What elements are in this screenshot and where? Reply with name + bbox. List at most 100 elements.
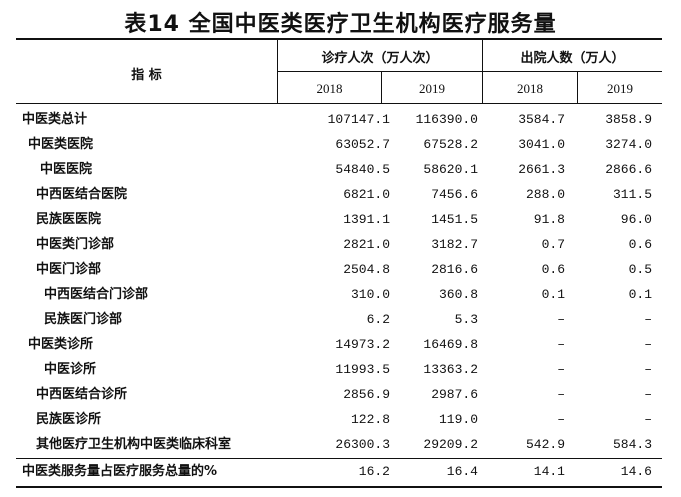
cell-visits-2019: 116390.0	[415, 112, 478, 127]
cell-discharges-2018: –	[557, 337, 565, 352]
cell-visits-2019: 2816.6	[431, 262, 478, 277]
table-row: 中西医结合门诊部 310.0 360.8 0.1 0.1	[16, 285, 662, 309]
table-row: 其他医疗卫生机构中医类临床科室 26300.3 29209.2 542.9 58…	[16, 435, 662, 459]
cell-visits-2018: 6821.0	[343, 187, 390, 202]
cell-visits-2019: 16.4	[446, 464, 478, 479]
row-label: 中医类门诊部	[36, 237, 115, 252]
cell-discharges-2019: 311.5	[612, 187, 652, 202]
row-label: 中西医结合诊所	[36, 387, 128, 402]
cell-discharges-2019: –	[644, 312, 652, 327]
cell-discharges-2018: –	[557, 362, 565, 377]
summary-rule	[16, 458, 662, 459]
row-label: 中西医结合门诊部	[44, 287, 149, 302]
cell-visits-2019: 58620.1	[423, 162, 478, 177]
table-row: 中医诊所 11993.5 13363.2 – –	[16, 360, 662, 384]
bottom-rule	[16, 486, 662, 488]
table-row: 民族医医院 1391.1 1451.5 91.8 96.0	[16, 210, 662, 234]
cell-discharges-2019: 3858.9	[605, 112, 652, 127]
cell-discharges-2018: –	[557, 412, 565, 427]
visits-group-header: 诊疗人次（万人次）	[321, 51, 439, 66]
cell-visits-2019: 7456.6	[431, 187, 478, 202]
cell-discharges-2018: 0.1	[541, 287, 565, 302]
cell-visits-2018: 2821.0	[343, 237, 390, 252]
year-header: 2019	[607, 81, 633, 96]
header-divider	[381, 72, 382, 103]
year-header: 2019	[419, 81, 445, 96]
year-header: 2018	[316, 81, 343, 96]
table-row: 中医类医院 63052.7 67528.2 3041.0 3274.0	[16, 135, 662, 159]
cell-visits-2018: 6.2	[366, 312, 390, 327]
row-label: 中医门诊部	[36, 262, 102, 277]
cell-discharges-2019: –	[644, 362, 652, 377]
cell-visits-2018: 2856.9	[343, 387, 390, 402]
row-label: 中医类诊所	[28, 337, 94, 352]
row-label: 中医类总计	[22, 112, 88, 127]
cell-discharges-2019: –	[644, 337, 652, 352]
cell-discharges-2019: 0.6	[628, 237, 652, 252]
row-label: 中医医院	[40, 162, 93, 177]
header-bottom-rule	[16, 103, 662, 104]
cell-discharges-2018: 91.8	[533, 212, 565, 227]
table-row: 民族医诊所 122.8 119.0 – –	[16, 410, 662, 434]
year-header: 2018	[517, 81, 543, 96]
cell-visits-2019: 1451.5	[431, 212, 478, 227]
header-divider	[577, 72, 578, 103]
cell-discharges-2019: 584.3	[612, 437, 652, 452]
row-label: 中医诊所	[44, 362, 97, 377]
cell-discharges-2018: 14.1	[533, 464, 565, 479]
table-row: 中医类门诊部 2821.0 3182.7 0.7 0.6	[16, 235, 662, 259]
row-label: 中医类医院	[28, 137, 94, 152]
row-label: 中西医结合医院	[36, 187, 128, 202]
table-row: 民族医门诊部 6.2 5.3 – –	[16, 310, 662, 334]
cell-visits-2018: 11993.5	[335, 362, 390, 377]
table-row: 中医类总计 107147.1 116390.0 3584.7 3858.9	[16, 110, 662, 134]
cell-discharges-2019: –	[644, 412, 652, 427]
row-label: 民族医门诊部	[44, 312, 123, 327]
group-divider	[278, 71, 662, 72]
cell-discharges-2018: 3041.0	[518, 137, 565, 152]
table-row: 中医类服务量占医疗服务总量的% 16.2 16.4 14.1 14.6	[16, 462, 662, 486]
cell-discharges-2019: 2866.6	[605, 162, 652, 177]
table-row: 中医类诊所 14973.2 16469.8 – –	[16, 335, 662, 359]
cell-discharges-2018: 0.6	[541, 262, 565, 277]
cell-discharges-2018: 542.9	[525, 437, 565, 452]
cell-visits-2018: 26300.3	[335, 437, 390, 452]
cell-visits-2018: 16.2	[358, 464, 390, 479]
cell-discharges-2018: –	[557, 312, 565, 327]
cell-visits-2018: 1391.1	[343, 212, 390, 227]
table-row: 中医医院 54840.5 58620.1 2661.3 2866.6	[16, 160, 662, 184]
row-label: 其他医疗卫生机构中医类临床科室	[36, 437, 232, 452]
cell-visits-2019: 5.3	[454, 312, 478, 327]
cell-discharges-2018: 0.7	[541, 237, 565, 252]
cell-discharges-2019: 0.5	[628, 262, 652, 277]
cell-discharges-2018: 2661.3	[518, 162, 565, 177]
cell-discharges-2019: 96.0	[620, 212, 652, 227]
top-rule	[16, 38, 662, 40]
cell-discharges-2018: 288.0	[525, 187, 565, 202]
row-label: 民族医诊所	[36, 412, 102, 427]
cell-visits-2019: 3182.7	[431, 237, 478, 252]
indicator-header: 指 标	[131, 68, 162, 83]
table-row: 中西医结合医院 6821.0 7456.6 288.0 311.5	[16, 185, 662, 209]
table-row: 中医门诊部 2504.8 2816.6 0.6 0.5	[16, 260, 662, 284]
table-title: 表14 全国中医类医疗卫生机构医疗服务量	[124, 12, 557, 37]
cell-discharges-2019: 0.1	[628, 287, 652, 302]
discharges-group-header: 出院人数（万人）	[520, 51, 625, 66]
cell-visits-2019: 119.0	[438, 412, 478, 427]
cell-visits-2018: 54840.5	[335, 162, 390, 177]
cell-visits-2018: 310.0	[350, 287, 390, 302]
row-label: 中医类服务量占医疗服务总量的%	[22, 464, 218, 479]
cell-visits-2019: 29209.2	[423, 437, 478, 452]
cell-discharges-2019: 3274.0	[605, 137, 652, 152]
row-label: 民族医医院	[36, 212, 102, 227]
cell-visits-2018: 63052.7	[335, 137, 390, 152]
cell-discharges-2018: –	[557, 387, 565, 402]
cell-discharges-2019: –	[644, 387, 652, 402]
cell-visits-2018: 107147.1	[327, 112, 390, 127]
table-row: 中西医结合诊所 2856.9 2987.6 – –	[16, 385, 662, 409]
cell-visits-2019: 13363.2	[423, 362, 478, 377]
cell-visits-2018: 14973.2	[335, 337, 390, 352]
cell-discharges-2019: 14.6	[620, 464, 652, 479]
cell-visits-2019: 360.8	[438, 287, 478, 302]
